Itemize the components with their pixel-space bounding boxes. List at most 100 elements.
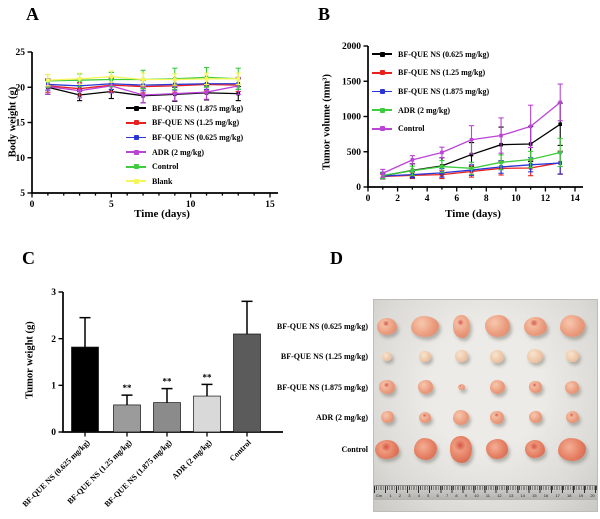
marker — [173, 91, 177, 96]
tumor — [528, 411, 542, 423]
bar-category-label: BF-QUE NS (0.625 mg/kg) — [20, 438, 92, 509]
legend-label: BF-QUE NS (0.625 mg/kg) — [152, 132, 244, 142]
x-tick-label: 10 — [511, 194, 521, 204]
marker — [204, 76, 209, 81]
legend-a: BF-QUE NS (1.875 mg/kg) BF-QUE NS (1.25 m… — [126, 101, 243, 189]
y-tick-label: 10 — [16, 154, 26, 164]
marker — [380, 171, 385, 176]
legend-item: BF-QUE NS (0.625 mg/kg) — [372, 45, 489, 64]
legend-item: Blank — [126, 174, 243, 189]
tumor — [486, 439, 508, 459]
legend-item: ADR (2 mg/kg) — [126, 145, 243, 160]
series-adr-2-mg-kg- — [380, 137, 563, 180]
marker — [77, 88, 82, 93]
tumor — [457, 384, 465, 390]
x-tick-label: 0 — [30, 200, 35, 210]
y-tick-label: 2000 — [342, 42, 361, 52]
tumor — [525, 440, 545, 458]
tumor-row-label: BF-QUE NS (1.875 mg/kg) — [276, 383, 368, 392]
marker — [410, 158, 415, 162]
tumor — [528, 381, 542, 393]
bar-category-label: BF-QUE NS (1.875 mg/kg) — [102, 438, 174, 509]
legend-swatch — [372, 126, 392, 132]
y-tick-label: 25 — [16, 48, 26, 58]
marker — [499, 133, 503, 138]
tumor — [454, 350, 468, 362]
axis-title-y-c: Tumor weight (g) — [24, 321, 36, 399]
y-tick-label: 500 — [347, 148, 362, 158]
legend-label: Control — [398, 124, 425, 134]
tumor-row-label: BF-QUE NS (1.25 mg/kg) — [280, 352, 368, 361]
tumor — [565, 380, 579, 394]
y-tick-label: 2 — [51, 335, 56, 345]
legend-label: Control — [152, 162, 179, 172]
tumor — [411, 315, 439, 337]
significance-stars: ** — [163, 377, 173, 387]
tumor — [450, 435, 472, 463]
legend-item: BF-QUE NS (1.25 mg/kg) — [372, 64, 489, 83]
tumor — [523, 316, 547, 336]
legend-label: ADR (2 mg/kg) — [152, 147, 204, 157]
legend-item: BF-QUE NS (1.875 mg/kg) — [126, 101, 243, 116]
marker — [410, 168, 415, 173]
marker — [558, 122, 563, 127]
legend-swatch — [126, 164, 146, 170]
legend-swatch — [372, 88, 392, 94]
marker — [469, 166, 474, 171]
panel-letter-b: B — [318, 4, 331, 24]
tumor — [417, 380, 433, 394]
marker — [558, 100, 563, 105]
significance-stars: ** — [123, 383, 133, 393]
tumor — [527, 349, 543, 363]
tumor — [489, 380, 505, 394]
legend-item: Control — [126, 159, 243, 174]
marker — [109, 74, 114, 79]
x-tick-label: 8 — [484, 194, 489, 204]
tumor — [559, 315, 585, 337]
legend-swatch — [372, 70, 392, 76]
legend-label: ADR (2 mg/kg) — [398, 105, 450, 115]
ruler-cm-ticks — [374, 486, 597, 493]
legend-b: BF-QUE NS (0.625 mg/kg) BF-QUE NS (1.25 m… — [372, 45, 489, 138]
tumor — [380, 411, 394, 423]
x-tick-label: 0 — [366, 194, 371, 204]
axis-title-y-b: Tumor volume (mm³) — [321, 74, 333, 170]
marker — [558, 150, 563, 155]
bar-category-label: Control — [228, 438, 254, 464]
marker — [528, 124, 533, 129]
significance-stars: ** — [203, 372, 213, 382]
series-blank — [45, 70, 241, 87]
tumor — [382, 351, 392, 361]
marker — [499, 160, 503, 165]
chart-b: 0 500 1000 1500 2000 0 2 4 6 8 10 12 14 — [342, 42, 583, 204]
marker — [440, 150, 444, 155]
tumor — [452, 314, 470, 338]
panel-letter-d: D — [330, 248, 343, 268]
legend-swatch — [126, 105, 146, 111]
bar — [233, 333, 261, 433]
tumor-row-label: ADR (2 mg/kg) — [316, 413, 368, 422]
legend-item: Control — [372, 119, 489, 138]
tumor — [490, 349, 504, 363]
tumor — [377, 317, 397, 335]
y-tick-label: 0 — [51, 428, 56, 438]
marker — [141, 93, 145, 97]
marker — [204, 90, 209, 94]
tumor — [565, 411, 579, 423]
tumor — [558, 437, 586, 461]
legend-label: BF-QUE NS (1.875 mg/kg) — [398, 86, 490, 96]
legend-item: BF-QUE NS (1.875 mg/kg) — [372, 82, 489, 101]
legend-swatch — [372, 107, 392, 113]
tumor — [490, 410, 504, 424]
bar-category-labels: BF-QUE NS (0.625 mg/kg) BF-QUE NS (1.25 m… — [21, 282, 300, 512]
x-tick-label: 10 — [186, 200, 196, 210]
legend-swatch — [372, 51, 392, 57]
panel-letter-c: C — [22, 248, 35, 268]
tumor — [565, 350, 579, 362]
legend-label: Blank — [152, 176, 173, 186]
marker — [236, 76, 241, 81]
x-tick-label: 14 — [570, 194, 580, 204]
x-tick-label: 2 — [395, 194, 400, 204]
tumor — [375, 439, 399, 459]
